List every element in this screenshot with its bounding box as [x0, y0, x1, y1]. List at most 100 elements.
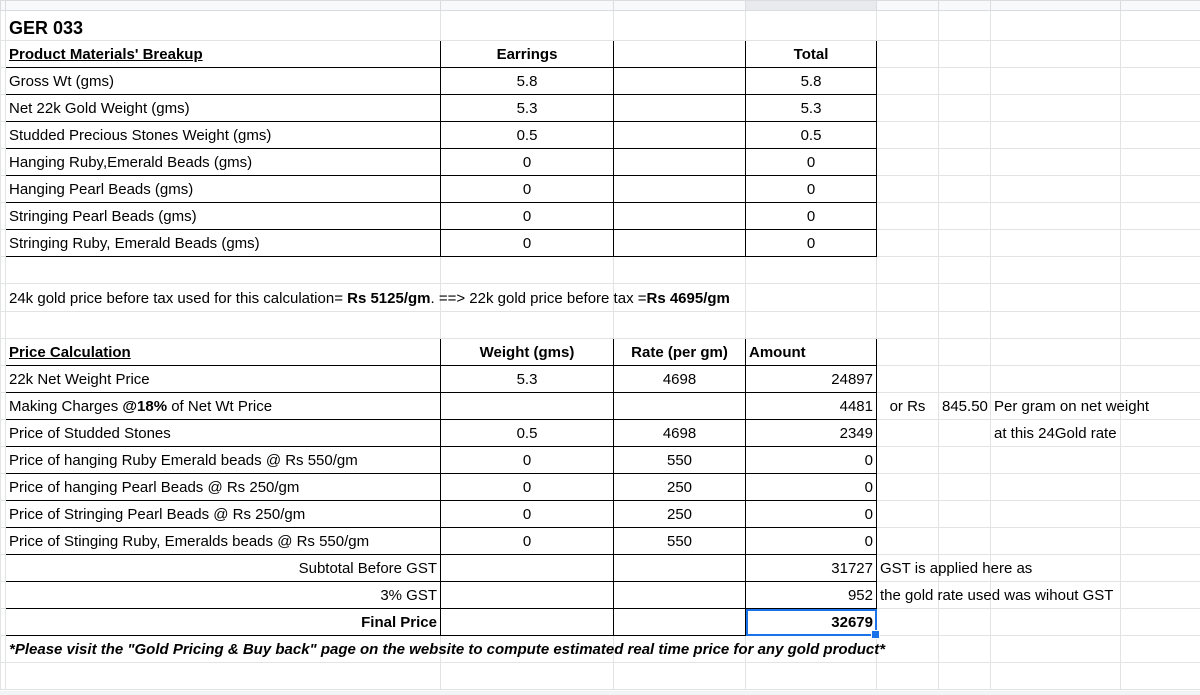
cell[interactable] — [990, 338, 1121, 366]
cell[interactable] — [938, 229, 991, 257]
cell[interactable] — [938, 311, 991, 339]
cell[interactable] — [990, 40, 1121, 68]
cell[interactable] — [876, 148, 939, 176]
product-code[interactable]: GER 033 — [5, 10, 441, 41]
rate-value[interactable]: 4698 — [613, 419, 746, 447]
cell[interactable] — [938, 419, 991, 447]
horizontal-scrollbar[interactable] — [0, 691, 1200, 695]
weight-value[interactable] — [440, 392, 614, 420]
cell[interactable] — [938, 527, 991, 555]
cell[interactable] — [876, 608, 939, 636]
cell[interactable] — [990, 94, 1121, 122]
cell[interactable] — [938, 608, 991, 636]
amount-value[interactable]: 24897 — [745, 365, 877, 393]
weight-value[interactable]: 0 — [440, 527, 614, 555]
cell[interactable] — [990, 311, 1121, 339]
cell[interactable] — [938, 67, 991, 95]
cell[interactable] — [1120, 581, 1200, 609]
earrings-value[interactable]: 0 — [440, 148, 614, 176]
cell[interactable] — [876, 527, 939, 555]
weight-header[interactable]: Weight (gms) — [440, 338, 614, 366]
weight-value[interactable]: 5.3 — [440, 365, 614, 393]
cell[interactable] — [745, 10, 877, 41]
cell[interactable] — [613, 202, 746, 230]
earrings-value[interactable]: 0.5 — [440, 121, 614, 149]
total-value[interactable]: 0 — [745, 148, 877, 176]
cell[interactable] — [990, 202, 1121, 230]
column-header[interactable] — [990, 0, 1121, 11]
cell[interactable] — [1120, 446, 1200, 474]
cell[interactable] — [440, 662, 614, 690]
column-header[interactable] — [876, 0, 939, 11]
cell[interactable] — [1120, 94, 1200, 122]
footnote[interactable]: *Please visit the "Gold Pricing & Buy ba… — [5, 635, 885, 663]
cell[interactable] — [440, 10, 614, 41]
making-charges-label[interactable]: Making Charges @18% of Net Wt Price — [5, 392, 441, 420]
cell[interactable] — [1120, 419, 1200, 447]
material-label[interactable]: Hanging Ruby,Emerald Beads (gms) — [5, 148, 441, 176]
cell[interactable] — [990, 554, 1121, 582]
weight-value[interactable]: 0.5 — [440, 419, 614, 447]
material-label[interactable]: Hanging Pearl Beads (gms) — [5, 175, 441, 203]
cell[interactable] — [990, 446, 1121, 474]
earrings-value[interactable]: 0 — [440, 175, 614, 203]
gst-label[interactable]: 3% GST — [5, 581, 441, 609]
cell[interactable] — [1120, 175, 1200, 203]
cell[interactable] — [938, 446, 991, 474]
cell[interactable] — [1120, 40, 1200, 68]
cell[interactable] — [876, 202, 939, 230]
cell[interactable] — [990, 229, 1121, 257]
cell[interactable] — [1120, 338, 1200, 366]
cell[interactable] — [938, 500, 991, 528]
rate-value[interactable] — [613, 392, 746, 420]
cell[interactable] — [938, 121, 991, 149]
total-value[interactable]: 0 — [745, 229, 877, 257]
cell[interactable] — [5, 662, 441, 690]
gold-price-note[interactable]: 24k gold price before tax used for this … — [5, 283, 730, 312]
cell[interactable] — [990, 500, 1121, 528]
making-per-gram-value[interactable]: 845.50 — [938, 392, 991, 420]
cell[interactable] — [938, 662, 991, 690]
gst-note[interactable]: GST is applied here as — [876, 554, 1032, 582]
cell[interactable] — [440, 256, 614, 284]
subtotal-value[interactable]: 31727 — [745, 554, 877, 582]
total-value[interactable]: 5.8 — [745, 67, 877, 95]
weight-value[interactable]: 0 — [440, 500, 614, 528]
cell[interactable] — [613, 283, 746, 312]
cell[interactable] — [1120, 121, 1200, 149]
column-header[interactable] — [613, 0, 746, 11]
cell[interactable] — [5, 311, 441, 339]
cell[interactable] — [613, 256, 746, 284]
cell[interactable] — [440, 311, 614, 339]
cell[interactable] — [876, 10, 939, 41]
cell[interactable] — [938, 283, 991, 312]
cell[interactable] — [613, 40, 746, 68]
final-price-label[interactable]: Final Price — [5, 608, 441, 636]
gst-value[interactable]: 952 — [745, 581, 877, 609]
price-label[interactable]: Price of hanging Pearl Beads @ Rs 250/gm — [5, 473, 441, 501]
cell[interactable] — [876, 229, 939, 257]
cell[interactable] — [613, 311, 746, 339]
cell[interactable] — [745, 256, 877, 284]
cell[interactable] — [613, 148, 746, 176]
cell[interactable] — [1120, 635, 1200, 663]
column-header[interactable] — [938, 0, 991, 11]
amount-header[interactable]: Amount — [745, 338, 877, 366]
cell[interactable] — [938, 148, 991, 176]
column-header[interactable] — [440, 0, 614, 11]
cell[interactable] — [990, 527, 1121, 555]
amount-value[interactable]: 4481 — [745, 392, 877, 420]
cell[interactable] — [5, 256, 441, 284]
cell[interactable] — [613, 94, 746, 122]
column-header[interactable] — [5, 0, 441, 11]
cell[interactable] — [613, 581, 746, 609]
total-header[interactable]: Total — [745, 40, 877, 68]
cell[interactable] — [613, 635, 746, 663]
rate-value[interactable]: 550 — [613, 527, 746, 555]
cell[interactable] — [990, 256, 1121, 284]
cell[interactable] — [938, 40, 991, 68]
earrings-value[interactable]: 5.3 — [440, 94, 614, 122]
cell[interactable] — [613, 67, 746, 95]
price-label[interactable]: 22k Net Weight Price — [5, 365, 441, 393]
cell[interactable] — [876, 662, 939, 690]
